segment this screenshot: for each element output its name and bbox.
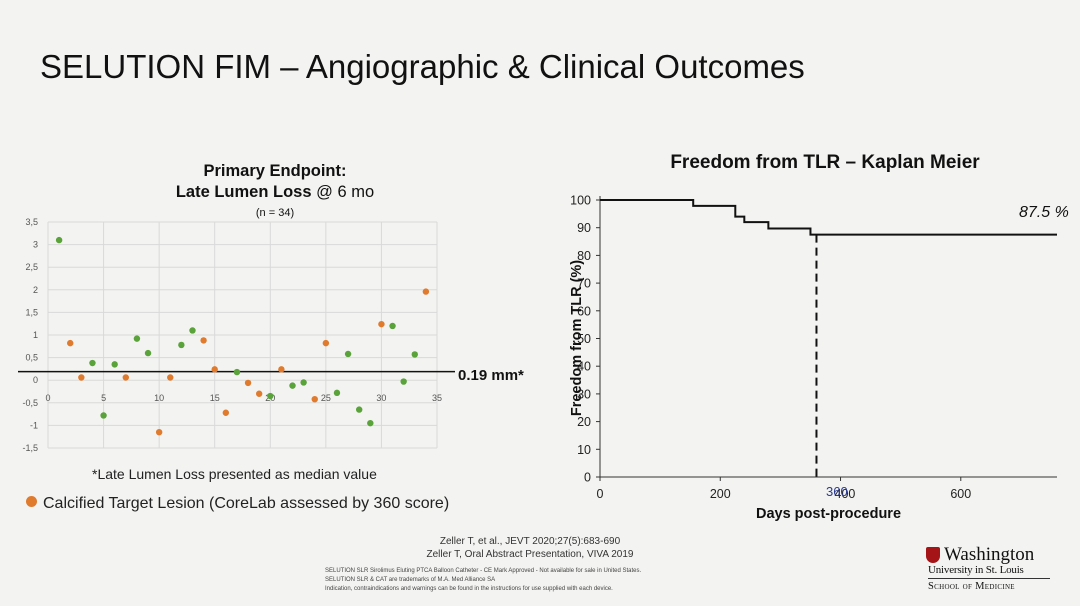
calcified-point [278, 366, 285, 373]
y-tick-label: 90 [577, 221, 591, 235]
non-calcified-point [289, 382, 296, 389]
slide-title: SELUTION FIM – Angiographic & Clinical O… [40, 48, 805, 85]
left-chart-title: Primary Endpoint: Late Lumen Loss @ 6 mo [40, 161, 510, 203]
non-calcified-point [356, 406, 363, 413]
legend: Calcified Target Lesion (CoreLab assesse… [26, 495, 449, 513]
y-tick-label: 1 [33, 330, 38, 340]
non-calcified-point [189, 327, 196, 334]
disclaimer-line-3: Indication, contraindications and warnin… [325, 586, 613, 592]
x-tick-label: 15 [210, 393, 220, 403]
calcified-point [255, 390, 263, 397]
y-tick-label: -1 [30, 420, 38, 430]
left-chart-title-metric: Late Lumen Loss [175, 183, 312, 201]
non-calcified-point [144, 349, 152, 357]
x-tick-label: 5 [101, 393, 106, 403]
left-chart-title-line2: Late Lumen Loss @ 6 mo [40, 182, 510, 203]
non-calcified-point [178, 341, 185, 349]
university-logo: Washington University in St. Louis Schoo… [926, 545, 1056, 592]
y-tick-label: 50 [577, 332, 591, 346]
x-tick-label: 0 [45, 393, 50, 403]
non-calcified-point [55, 236, 63, 244]
y-tick-label: 10 [577, 443, 591, 457]
y-tick-label: 3 [33, 240, 38, 250]
y-tick-label: 0 [33, 375, 38, 385]
x-tick-label: 10 [154, 393, 164, 403]
non-calcified-point [367, 419, 374, 427]
calcified-point [378, 320, 385, 328]
median-footnote: *Late Lumen Loss presented as median val… [92, 466, 377, 482]
x-tick-label: 25 [321, 393, 331, 403]
disclaimer: SELUTION SLR Sirolimus Eluting PTCA Ball… [325, 567, 641, 594]
calcified-point [167, 374, 174, 381]
y-tick-label: 0,5 [25, 353, 38, 363]
y-tick-label: 3,5 [25, 217, 38, 227]
y-tick-label: 70 [577, 277, 591, 291]
citation-1: Zeller T, et al., JEVT 2020;27(5):683-69… [439, 536, 621, 547]
non-calcified-point [400, 378, 407, 385]
calcified-point [155, 428, 163, 436]
calcified-point [422, 288, 430, 295]
disclaimer-line-1: SELUTION SLR Sirolimus Eluting PTCA Ball… [325, 568, 642, 574]
right-chart-x-axis-label: Days post-procedure [755, 506, 902, 522]
logo-school: School of Medicine [928, 581, 1015, 592]
x-tick-label: 30 [376, 393, 386, 403]
y-tick-label: 20 [577, 415, 591, 429]
disclaimer-line-2: SELUTION SLR & CAT are trademarks of M.A… [325, 577, 496, 583]
calcified-point [322, 339, 330, 347]
non-calcified-point [333, 389, 341, 397]
right-chart-title: Freedom from TLR – Kaplan Meier [670, 152, 980, 173]
x-tick-label: 35 [432, 393, 442, 403]
non-calcified-point [300, 379, 307, 386]
citation-2: Zeller T, Oral Abstract Presentation, VI… [426, 549, 634, 560]
legend-calcified-label: Calcified Target Lesion (CoreLab assesse… [43, 495, 450, 512]
x-tick-label: 200 [710, 487, 731, 501]
non-calcified-point [233, 368, 241, 376]
non-calcified-point [267, 392, 274, 400]
shield-icon [926, 546, 940, 563]
calcified-point [78, 374, 85, 381]
x-tick-label: 400 [835, 487, 856, 501]
calcified-point [211, 366, 218, 373]
y-tick-label: 30 [577, 387, 591, 401]
y-tick-label: 100 [570, 194, 591, 208]
y-tick-label: 60 [577, 304, 591, 318]
y-tick-label: 2,5 [25, 262, 38, 272]
y-tick-label: -1,5 [22, 443, 38, 453]
non-calcified-point [89, 359, 96, 367]
x-tick-label: 0 [597, 487, 604, 501]
non-calcified-point [389, 322, 396, 330]
median-reference-label: 0.19 mm* [458, 367, 524, 384]
y-tick-label: 80 [577, 249, 591, 263]
non-calcified-point [411, 351, 418, 358]
non-calcified-point [133, 335, 141, 342]
calcified-point [67, 339, 74, 347]
y-tick-label: 1,5 [25, 307, 38, 317]
calcified-point [244, 379, 252, 387]
logo-divider [928, 578, 1050, 579]
calcified-point [222, 409, 230, 416]
calcified-point [200, 337, 207, 344]
calcified-point [311, 395, 318, 403]
y-tick-label: -0,5 [22, 398, 38, 408]
y-tick-label: 0 [584, 471, 591, 485]
non-calcified-point [111, 361, 118, 368]
vertical-line-label: 360 [826, 484, 848, 499]
calcified-point [122, 374, 129, 381]
non-calcified-point [100, 412, 107, 419]
logo-subtitle: University in St. Louis [928, 564, 1024, 576]
legend-calcified-marker [26, 496, 37, 507]
left-chart-title-timepoint: @ 6 mo [311, 183, 375, 201]
kaplan-meier-curve [600, 199, 1057, 236]
y-tick-label: 2 [33, 285, 38, 295]
left-chart-title-line1: Primary Endpoint: [203, 162, 347, 180]
x-tick-label: 600 [950, 487, 971, 501]
y-tick-label: 40 [577, 360, 591, 374]
non-calcified-point [344, 350, 352, 358]
logo-name: Washington [944, 544, 1035, 565]
left-chart-n-label: (n = 34) [255, 207, 295, 219]
end-percentage-label: 87.5 % [1019, 204, 1069, 221]
y-axis-label-text: Freedom from TLR (%) [569, 259, 585, 417]
